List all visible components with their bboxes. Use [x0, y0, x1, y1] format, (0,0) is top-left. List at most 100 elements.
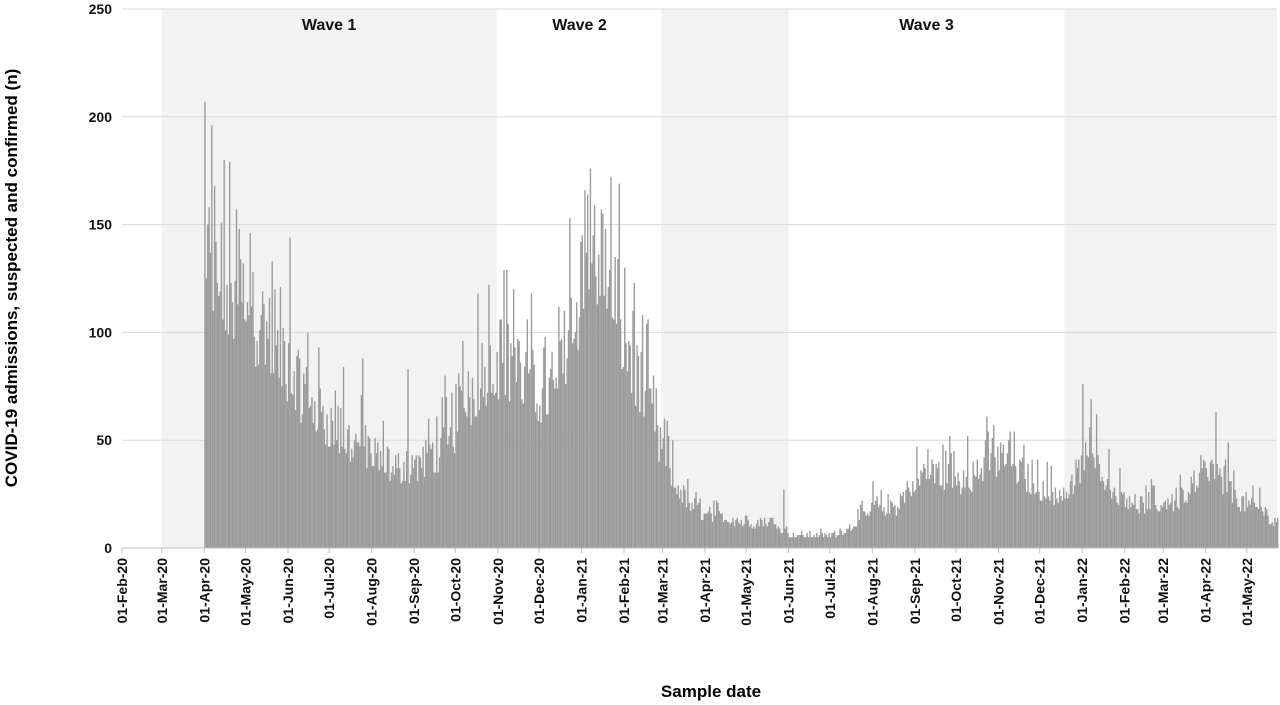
bar — [1150, 479, 1153, 548]
bar — [1105, 485, 1107, 548]
bar — [1131, 502, 1133, 548]
bar — [1019, 459, 1021, 548]
bar — [692, 509, 695, 548]
bar — [537, 420, 540, 548]
bar — [1228, 481, 1231, 548]
bar — [850, 530, 852, 548]
bar — [342, 366, 345, 548]
bar — [1090, 399, 1092, 548]
bar — [248, 315, 250, 548]
bar — [242, 263, 245, 548]
bar — [629, 345, 631, 548]
bar — [1072, 494, 1074, 548]
bar — [480, 388, 482, 548]
bar — [437, 472, 439, 548]
bar — [1020, 461, 1022, 548]
bar — [667, 435, 670, 548]
bar — [585, 252, 588, 548]
bar — [884, 515, 887, 548]
bar — [565, 384, 567, 548]
bar — [869, 511, 871, 548]
gridlines — [122, 8, 1277, 441]
bar — [364, 425, 367, 548]
bar — [315, 431, 317, 548]
bar — [304, 384, 306, 548]
bar — [998, 470, 1000, 548]
bar — [503, 269, 505, 548]
bar — [477, 293, 479, 548]
bar — [613, 319, 615, 548]
bar — [913, 491, 915, 548]
bar — [463, 407, 465, 548]
bar — [506, 269, 508, 548]
bar — [806, 532, 808, 548]
bar — [1045, 498, 1047, 548]
bar — [637, 356, 640, 548]
bar — [877, 507, 880, 548]
bar — [385, 472, 387, 548]
bar — [1160, 504, 1162, 548]
bar — [942, 444, 944, 548]
bar — [552, 379, 555, 548]
bar — [592, 235, 594, 548]
bar — [876, 496, 878, 548]
bar — [256, 341, 258, 548]
bar — [481, 343, 483, 548]
bar — [433, 472, 435, 548]
bar — [294, 410, 297, 548]
bar — [995, 476, 998, 548]
bar — [569, 218, 571, 548]
bar — [1209, 461, 1212, 548]
bar — [495, 392, 497, 548]
bar — [802, 535, 804, 548]
bar — [512, 289, 515, 548]
bar — [455, 384, 457, 548]
bar — [883, 507, 885, 548]
bar — [646, 323, 648, 548]
bar — [1128, 496, 1131, 548]
bar — [320, 412, 323, 548]
bar — [1261, 511, 1264, 548]
bar — [1021, 457, 1024, 548]
bar — [427, 418, 430, 548]
bar — [528, 373, 530, 548]
bar — [289, 237, 291, 549]
bar — [459, 386, 461, 548]
bar — [1168, 504, 1170, 548]
bar — [1223, 466, 1225, 548]
bar — [870, 502, 873, 548]
bar — [914, 489, 917, 548]
bar — [750, 524, 752, 548]
wave-label-1: Wave 1 — [302, 17, 357, 34]
bar — [844, 532, 847, 548]
bar — [277, 330, 279, 548]
bar — [740, 519, 743, 548]
bar — [204, 101, 206, 549]
bar — [1253, 502, 1256, 548]
x-tick-label: 01-Aug-20 — [364, 558, 380, 626]
bar — [758, 526, 760, 548]
bar — [355, 433, 357, 548]
bar — [534, 412, 537, 548]
bar — [1248, 500, 1250, 548]
bar — [625, 343, 627, 548]
bar — [441, 397, 443, 548]
x-tick-label: 01-Oct-21 — [948, 558, 964, 622]
bar — [570, 297, 572, 548]
bar — [466, 416, 468, 548]
bar — [599, 295, 601, 548]
bar — [396, 468, 398, 548]
bar — [215, 241, 217, 548]
bar — [859, 504, 862, 548]
bar — [753, 526, 755, 548]
bar — [895, 515, 898, 548]
bar — [403, 461, 405, 548]
bar — [412, 468, 415, 548]
bar — [635, 405, 637, 548]
bar — [325, 444, 327, 548]
bar — [1178, 509, 1180, 548]
bar — [857, 509, 859, 548]
bar — [408, 483, 411, 548]
bar — [707, 511, 710, 548]
bar — [1075, 459, 1077, 548]
